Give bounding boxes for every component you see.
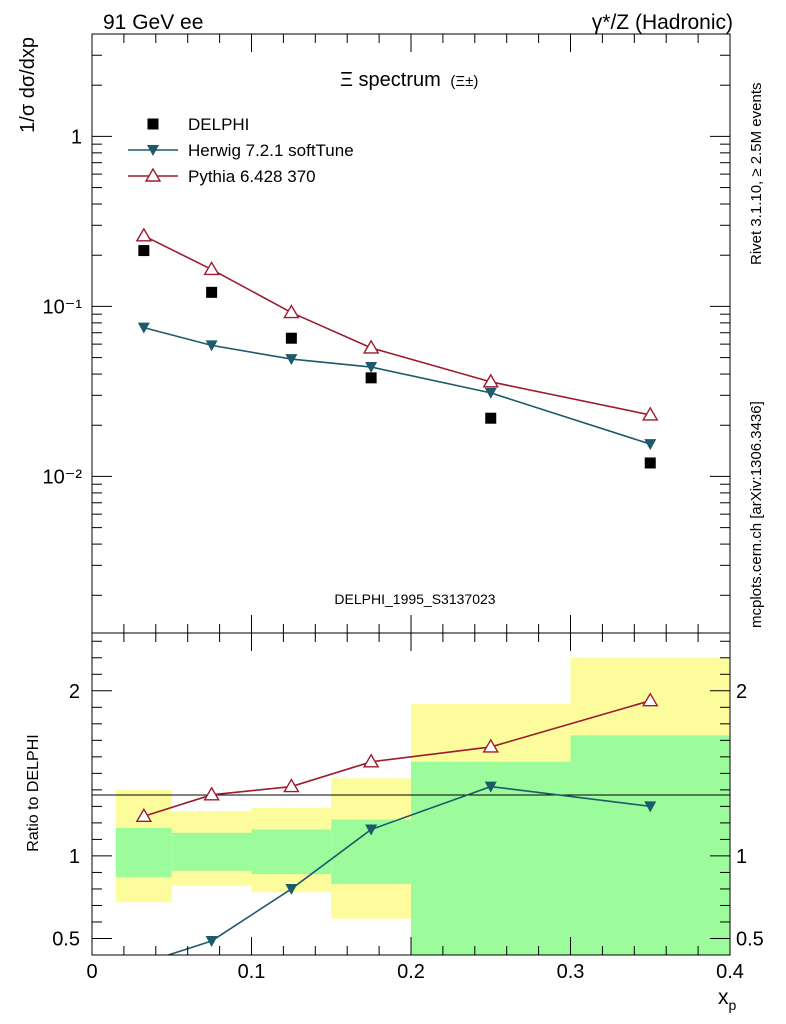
- ratio-series-herwig: [165, 781, 657, 955]
- main-panel: 1/σ dσ/dxp Ξ spectrum (Ξ±) DELPHI_1995_S…: [17, 33, 731, 634]
- ratio-series: [135, 692, 659, 955]
- band-inner: [171, 832, 252, 871]
- ratio-bands: [115, 657, 730, 955]
- delphi-point: [285, 332, 297, 344]
- legend-marker: [147, 145, 159, 156]
- ratio-ylabel: Ratio to DELPHI: [25, 734, 42, 851]
- main-ytick-label: 10⁻¹: [43, 296, 83, 318]
- herwig-point: [137, 322, 150, 334]
- band-inner: [411, 761, 571, 955]
- ratio-ytick-label-right: 0.5: [736, 928, 764, 950]
- main-ytick-label: 10⁻²: [43, 466, 83, 488]
- ratio-herwig-point: [644, 801, 657, 813]
- band-inner: [570, 735, 730, 955]
- main-series: [135, 227, 659, 469]
- delphi-point: [206, 286, 218, 298]
- header-right: γ*/Z (Hadronic): [592, 11, 733, 34]
- ratio-pythia-point: [642, 692, 659, 707]
- legend-marker: [144, 167, 162, 182]
- mcplots-label: mcplots.cern.ch [arXiv:1306.3436]: [748, 401, 765, 628]
- legend-label: Pythia 6.428 370: [188, 167, 316, 186]
- pythia-line: [143, 235, 651, 416]
- chart-title-main: Ξ spectrum: [340, 69, 441, 91]
- pythia-point: [362, 339, 380, 354]
- ratio-xtick-label: 0: [86, 961, 97, 983]
- ratio-xtick-label: 0.1: [238, 961, 266, 983]
- herwig-point: [285, 354, 298, 366]
- ratio-herwig-line: [165, 785, 651, 955]
- legend: DELPHI Herwig 7.2.1 softTune Pythia 6.428 …: [128, 115, 354, 186]
- herwig-point: [644, 439, 657, 451]
- watermark: DELPHI_1995_S3137023: [334, 591, 495, 607]
- legend-marker: [147, 118, 159, 130]
- ratio-ytick-label-right: 2: [736, 681, 747, 703]
- pythia-point: [135, 227, 153, 242]
- main-ylabel: 1/σ dσ/dxp: [17, 37, 39, 133]
- legend-label: DELPHI: [188, 115, 249, 134]
- ratio-panel: 0.5 0.51 12 20 0.1 0.2 0.3 0.4 Ratio to DELPHI …: [25, 632, 764, 1013]
- chart-title: Ξ spectrum (Ξ±): [340, 69, 478, 91]
- ratio-ytick-label-right: 1: [736, 846, 747, 868]
- ratio-xlabel-sub: p: [729, 997, 737, 1013]
- pythia-point: [482, 373, 499, 388]
- ratio-ticks: 0.5 0.5 1 1 2 2 0 0.1 0.2 0.3 0.4: [52, 633, 764, 983]
- series-herwig: [137, 322, 657, 451]
- ratio-herwig-point: [484, 781, 497, 793]
- ratio-pythia-line: [143, 699, 651, 818]
- herwig-point: [365, 362, 378, 374]
- ratio-pythia-point: [362, 753, 380, 768]
- main-ticks: 1 10⁻¹ 10⁻²: [43, 33, 731, 633]
- herwig-line: [143, 326, 651, 445]
- ratio-pythia-point: [482, 738, 499, 753]
- ratio-xlabel: xp: [718, 986, 737, 1013]
- ratio-ytick-label: 1: [69, 846, 80, 868]
- series-delphi: [138, 245, 656, 469]
- rivet-label: Rivet 3.1.10, ≥ 2.5M events: [748, 83, 765, 266]
- ratio-xtick-label: 0.2: [397, 961, 425, 983]
- header-left: 91 GeV ee: [103, 11, 203, 34]
- ratio-herwig-point: [205, 935, 218, 947]
- ratio-herwig-point: [365, 824, 378, 836]
- ratio-herwig-point: [285, 883, 298, 895]
- chart-title-suffix: (Ξ±): [450, 73, 478, 90]
- ratio-xtick-label: 0.3: [557, 961, 585, 983]
- pythia-point: [203, 261, 220, 276]
- delphi-point: [365, 372, 377, 384]
- ratio-ytick-label: 0.5: [52, 928, 80, 950]
- pythia-point: [283, 304, 300, 319]
- delphi-point: [644, 457, 656, 469]
- band-inner: [251, 829, 332, 875]
- herwig-point: [484, 387, 497, 399]
- legend-item-herwig: Herwig 7.2.1 softTune: [128, 141, 354, 160]
- legend-label: Herwig 7.2.1 softTune: [188, 141, 354, 160]
- delphi-point: [138, 245, 150, 257]
- pythia-point: [642, 406, 659, 421]
- legend-item-pythia: Pythia 6.428 370: [128, 167, 316, 186]
- ratio-ytick-label: 2: [69, 681, 80, 703]
- series-pythia: [135, 227, 659, 421]
- ratio-pythia-point: [203, 786, 220, 801]
- ratio-pythia-point: [135, 807, 153, 822]
- delphi-point: [485, 412, 497, 424]
- legend-item-delphi: DELPHI: [147, 115, 249, 134]
- ratio-pythia-point: [283, 778, 300, 793]
- ratio-xtick-label: 0.4: [716, 961, 744, 983]
- herwig-point: [205, 340, 218, 352]
- ratio-series-pythia: [135, 692, 659, 822]
- band-inner: [115, 827, 172, 878]
- main-ytick-label: 1: [71, 126, 82, 148]
